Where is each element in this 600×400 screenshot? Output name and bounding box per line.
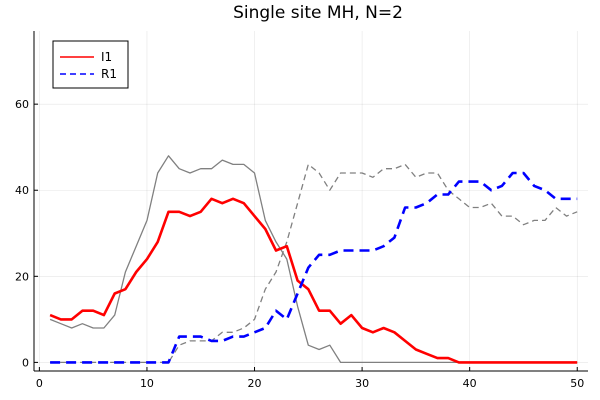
legend-label-i1: I1 [101,50,112,64]
x-tick-label: 20 [248,377,262,390]
legend: I1 R1 [52,40,129,89]
x-tick-label: 50 [570,377,584,390]
reference-line-3 [50,163,578,364]
y-tick-label: 60 [15,98,29,111]
y-tick-label: 0 [22,356,29,369]
series-line-r1 [50,171,578,364]
x-tick-label: 0 [36,377,43,390]
legend-frame [52,40,129,89]
axis-layer: 0 10 20 30 40 50 0 20 40 60 [15,31,588,390]
grid-layer [34,31,588,371]
x-tick-label: 10 [140,377,154,390]
series-line-i1 [49,197,578,364]
y-tick-label: 20 [15,270,29,283]
legend-label-r1: R1 [101,67,117,81]
series-layer [49,155,578,364]
x-tick-label: 40 [463,377,477,390]
x-tick-label: 30 [355,377,369,390]
chart-title: Single site MH, N=2 [233,3,403,23]
y-tick-label: 40 [15,184,29,197]
